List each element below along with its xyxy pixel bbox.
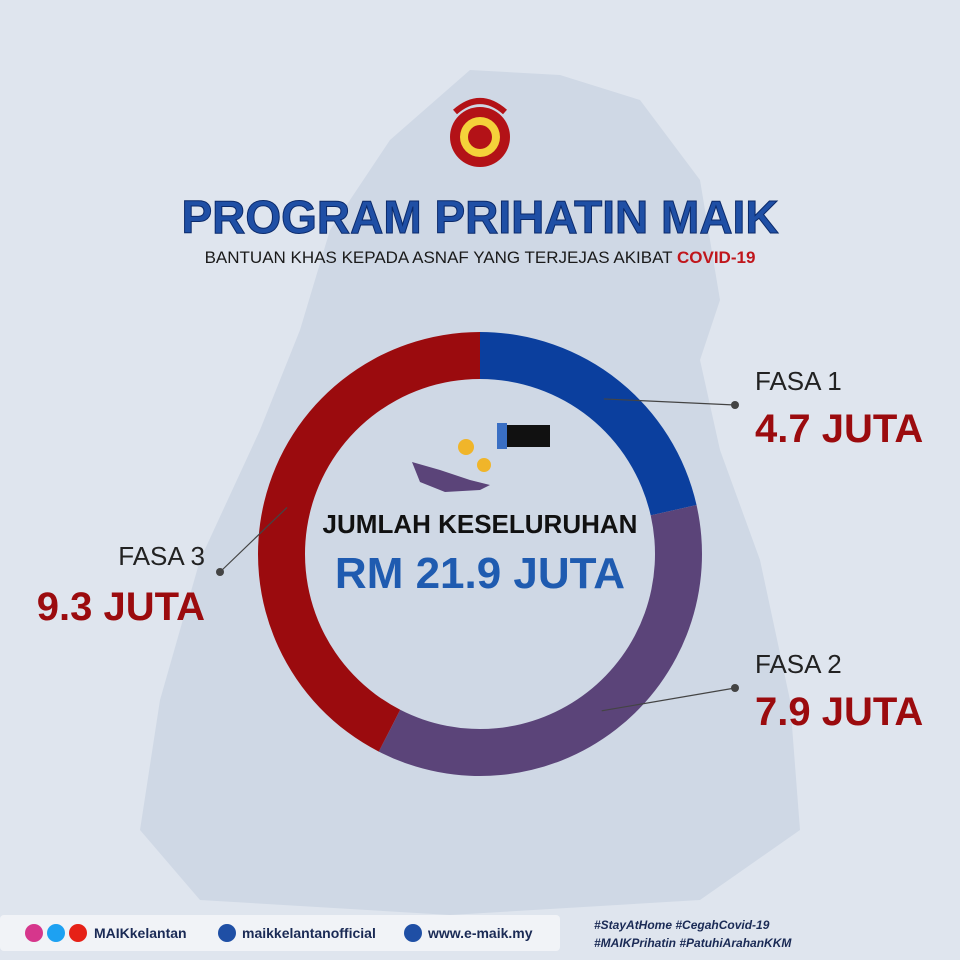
- web-icon: [404, 924, 422, 942]
- hashtags: #StayAtHome #CegahCovid-19: [594, 918, 770, 932]
- leader-dot: [731, 684, 739, 692]
- leader-dot: [216, 568, 224, 576]
- subtitle: BANTUAN KHAS KEPADA ASNAF YANG TERJEJAS …: [205, 248, 756, 267]
- youtube-icon: [69, 924, 87, 942]
- value-label: 9.3 JUTA: [37, 585, 205, 629]
- hands-icon: [412, 423, 550, 492]
- leader-dot: [731, 401, 739, 409]
- value-label: 4.7 JUTA: [755, 407, 923, 451]
- category-label: FASA 1: [755, 366, 842, 396]
- twitter-icon: [47, 924, 65, 942]
- center-label: JUMLAH KESELURUHAN: [323, 509, 638, 539]
- subtitle-highlight: COVID-19: [677, 248, 755, 267]
- subtitle-text: BANTUAN KHAS KEPADA ASNAF YANG TERJEJAS …: [205, 248, 673, 267]
- emblem: [450, 98, 510, 167]
- total-label: RM 21.9 JUTA: [335, 549, 625, 598]
- footer-website[interactable]: www.e-maik.my: [427, 925, 533, 941]
- hashtags: #MAIKPrihatin #PatuhiArahanKKM: [594, 936, 792, 950]
- value-label: 7.9 JUTA: [755, 690, 923, 734]
- instagram-icon: [25, 924, 43, 942]
- donut-segment: [258, 332, 480, 752]
- leader-line: [219, 507, 288, 573]
- donut-chart: [258, 332, 703, 776]
- leader-line: [603, 398, 736, 406]
- donut-segment: [480, 332, 697, 516]
- category-label: FASA 2: [755, 649, 842, 679]
- category-label: FASA 3: [118, 541, 205, 571]
- leader-line: [601, 687, 736, 712]
- footer-bar: [0, 915, 560, 951]
- footer-facebook[interactable]: maikkelantanofficial: [242, 925, 376, 941]
- facebook-icon: [218, 924, 236, 942]
- title: PROGRAM PRIHATIN MAIK: [181, 191, 778, 243]
- donut-segment: [378, 505, 703, 776]
- footer-social[interactable]: MAIKkelantan: [94, 925, 187, 941]
- footer: MAIKkelantan maikkelantanofficial www.e-…: [0, 915, 792, 951]
